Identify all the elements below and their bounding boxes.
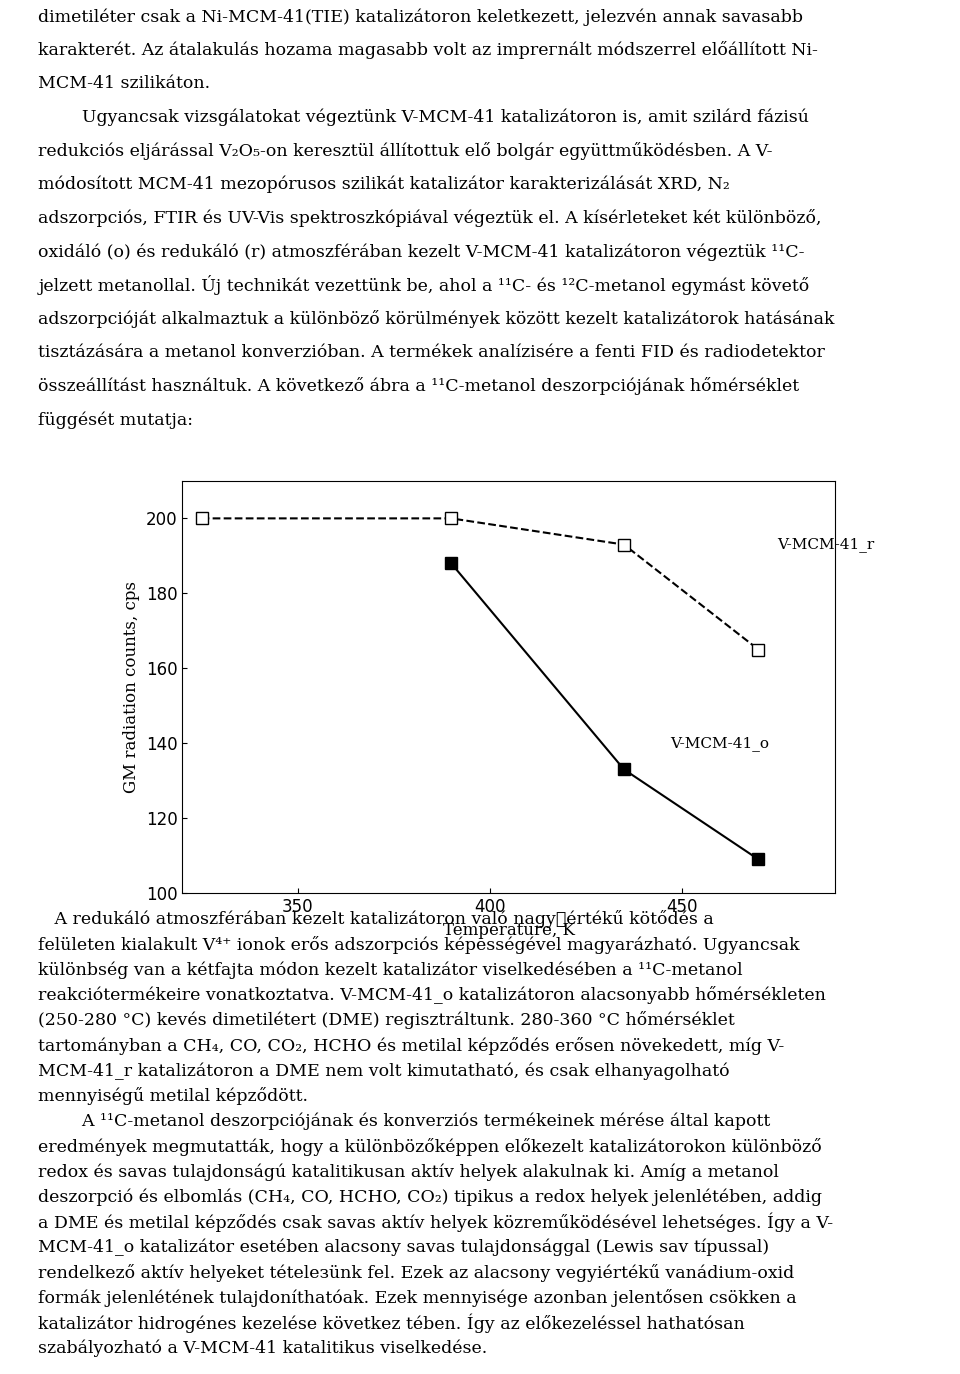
Text: összeállítást használtuk. A következő ábra a ¹¹C-metanol deszorpciójának hőmérsé: összeállítást használtuk. A következő áb… <box>38 378 800 396</box>
Text: MCM-41_r katalizátoron a DME nem volt kimutatható, és csak elhanyagolható: MCM-41_r katalizátoron a DME nem volt ki… <box>38 1062 730 1080</box>
Text: tisztázására a metanol konverzióban. A termékek analízisére a fenti FID és radio: tisztázására a metanol konverzióban. A t… <box>38 344 826 361</box>
Text: adszorpcióját alkalmaztuk a különböző körülmények között kezelt katalizátorok ha: adszorpcióját alkalmaztuk a különböző kö… <box>38 311 835 328</box>
Text: szabályozható a V-MCM-41 katalitikus viselkedése.: szabályozható a V-MCM-41 katalitikus vis… <box>38 1340 488 1358</box>
Text: eredmények megmutatták, hogy a különbözőképpen előkezelt katalizátorokon különbö: eredmények megmutatták, hogy a különböző… <box>38 1138 822 1156</box>
Text: redukciós eljárással V₂O₅-on keresztül állítottuk elő bolgár együttműködésben. A: redukciós eljárással V₂O₅-on keresztül á… <box>38 142 773 161</box>
Text: MCM-41_o katalizátor esetében alacsony savas tulajdonsággal (Lewis sav típussal): MCM-41_o katalizátor esetében alacsony s… <box>38 1239 770 1256</box>
Text: különbség van a kétfajta módon kezelt katalizátor viselkedésében a ¹¹C-metanol: különbség van a kétfajta módon kezelt ka… <box>38 962 743 978</box>
Text: rendelkező aktív helyeket tételезünk fel. Ezek az alacsony vegyiértékű vanádium-: rendelkező aktív helyeket tételезünk fel… <box>38 1264 795 1282</box>
Text: formák jelenlétének tulajdoníthatóak. Ezek mennyisége azonban jelentősen csökken: formák jelenlétének tulajdoníthatóak. Ez… <box>38 1289 797 1307</box>
Text: dimetiléter csak a Ni-MCM-41(TIE) katalizátoron keletkezett, jelezvén annak sava: dimetiléter csak a Ni-MCM-41(TIE) katali… <box>38 8 804 26</box>
Text: oxidáló (o) és redukáló (r) atmoszférában kezelt V-MCM-41 katalizátoron végeztük: oxidáló (o) és redukáló (r) atmoszférába… <box>38 243 804 261</box>
Text: MCM-41 szilikáton.: MCM-41 szilikáton. <box>38 76 210 92</box>
Text: mennyiségű metilal képződött.: mennyiségű metilal képződött. <box>38 1087 308 1105</box>
Text: A redukáló atmoszférában kezelt katalizátoron való nagyมértékű kötődés a: A redukáló atmoszférában kezelt katalizá… <box>38 911 714 929</box>
Text: redox és savas tulajdonságú katalitikusan aktív helyek alakulnak ki. Amíg a meta: redox és savas tulajdonságú katalitikusa… <box>38 1164 780 1180</box>
Text: függését mutatja:: függését mutatja: <box>38 411 193 429</box>
Text: Ugyancsak vizsgálatokat végeztünk V-MCM-41 katalizátoron is, amit szilárd fázisú: Ugyancsak vizsgálatokat végeztünk V-MCM-… <box>38 109 809 126</box>
Text: reakciótermékeire vonatkoztatva. V-MCM-41_o katalizátoron alacsonyabb hőmérsékle: reakciótermékeire vonatkoztatva. V-MCM-4… <box>38 987 827 1004</box>
Text: V-MCM-41_r: V-MCM-41_r <box>778 537 875 552</box>
Text: módosított MCM-41 mezopórusos szilikát katalizátor karakterizálását XRD, N₂: módosított MCM-41 mezopórusos szilikát k… <box>38 176 731 194</box>
Text: adszorpciós, FTIR és UV-Vis spektroszkópiával végeztük el. A kísérleteket két kü: adszorpciós, FTIR és UV-Vis spektroszkóp… <box>38 209 822 227</box>
X-axis label: Temperature, K: Temperature, K <box>443 922 575 938</box>
Text: a DME és metilal képződés csak savas aktív helyek közreműködésével lehetséges. Í: a DME és metilal képződés csak savas akt… <box>38 1213 833 1232</box>
Text: (250-280 °C) kevés dimetilétert (DME) regisztráltunk. 280-360 °C hőmérséklet: (250-280 °C) kevés dimetilétert (DME) re… <box>38 1011 735 1029</box>
Text: felületen kialakult V⁴⁺ ionok erős adszorpciós képességével magyarázható. Ugyanc: felületen kialakult V⁴⁺ ionok erős adszo… <box>38 936 800 954</box>
Text: deszorpció és elbomlás (CH₄, CO, HCHO, CO₂) tipikus a redox helyek jelenlétében,: deszorpció és elbomlás (CH₄, CO, HCHO, C… <box>38 1189 823 1206</box>
Text: jelzett metanollal. Új technikát vezettünk be, ahol a ¹¹C- és ¹²C-metanol egymás: jelzett metanollal. Új technikát vezettü… <box>38 275 809 295</box>
Text: tartományban a CH₄, CO, CO₂, HCHO és metilal képződés erősen növekedett, míg V-: tartományban a CH₄, CO, CO₂, HCHO és met… <box>38 1037 784 1055</box>
Text: karakterét. Az átalakulás hozama magasabb volt az imprегnált módszerrel előállít: karakterét. Az átalakulás hozama magasab… <box>38 41 818 59</box>
Y-axis label: GM radiation counts, cps: GM radiation counts, cps <box>123 581 140 793</box>
Text: A ¹¹C-metanol deszorpciójának és konverziós termékeinek mérése által kapott: A ¹¹C-metanol deszorpciójának és konverz… <box>38 1113 771 1131</box>
Text: katalizátor hidrogénes kezelése következ tében. Így az előkezeléssel hathatósan: katalizátor hidrogénes kezelése következ… <box>38 1314 745 1333</box>
Text: V-MCM-41_o: V-MCM-41_o <box>670 735 769 750</box>
